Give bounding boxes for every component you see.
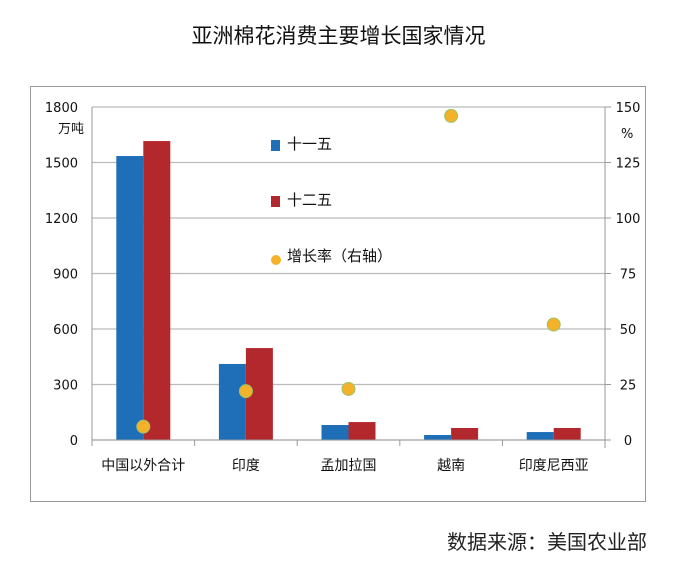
chart-title: 亚洲棉花消费主要增长国家情况 <box>191 24 486 48</box>
y-tick-label: 0 <box>70 434 78 449</box>
chart-frame <box>30 86 646 502</box>
y2-tick-label: 50 <box>620 323 637 338</box>
x-tick-label: 印度 <box>232 458 260 474</box>
y2-axis-label: % <box>621 127 633 142</box>
y-tick-label: 1200 <box>45 212 78 227</box>
legend-label: 增长率（右轴） <box>287 247 392 265</box>
y-tick-label: 1800 <box>45 101 78 116</box>
growth-rate-point <box>136 419 151 434</box>
x-tick-label: 中国以外合计 <box>101 458 185 474</box>
y2-tick-label: 150 <box>616 101 641 116</box>
bar-shiyishiwu <box>218 363 246 440</box>
bar-shiyishiwu <box>424 435 452 440</box>
bar-shiershiwu <box>348 422 376 440</box>
growth-rate-point <box>341 381 356 396</box>
y-tick-label: 300 <box>53 379 78 394</box>
x-tick-label: 印度尼西亚 <box>519 458 589 474</box>
bar-shiyishiwu <box>116 156 144 440</box>
bar-shiershiwu <box>451 427 479 440</box>
x-tick-label: 越南 <box>437 458 465 474</box>
bar-shiershiwu <box>143 141 171 441</box>
y2-tick-label: 125 <box>616 157 641 172</box>
bar-shiyishiwu <box>321 425 349 440</box>
growth-rate-point <box>238 384 253 399</box>
y-tick-label: 600 <box>53 323 78 338</box>
y-tick-label: 900 <box>53 268 78 283</box>
bar-shiyishiwu <box>526 432 554 440</box>
y2-tick-label: 25 <box>620 379 637 394</box>
source-note: 数据来源：美国农业部 <box>447 530 647 554</box>
legend-swatch <box>271 140 280 151</box>
growth-rate-point <box>444 108 459 123</box>
legend-swatch <box>271 196 280 207</box>
y2-tick-label: 0 <box>624 434 632 449</box>
x-tick-label: 孟加拉国 <box>321 458 377 474</box>
legend-label: 十二五 <box>287 191 332 209</box>
legend-label: 十一五 <box>287 135 332 153</box>
bar-shiershiwu <box>553 427 581 440</box>
legend-swatch <box>271 255 281 265</box>
y2-tick-label: 75 <box>620 268 637 283</box>
y-tick-label: 1500 <box>45 157 78 172</box>
y-axis-label: 万吨 <box>58 122 84 137</box>
y2-tick-label: 100 <box>616 212 641 227</box>
growth-rate-point <box>546 317 561 332</box>
